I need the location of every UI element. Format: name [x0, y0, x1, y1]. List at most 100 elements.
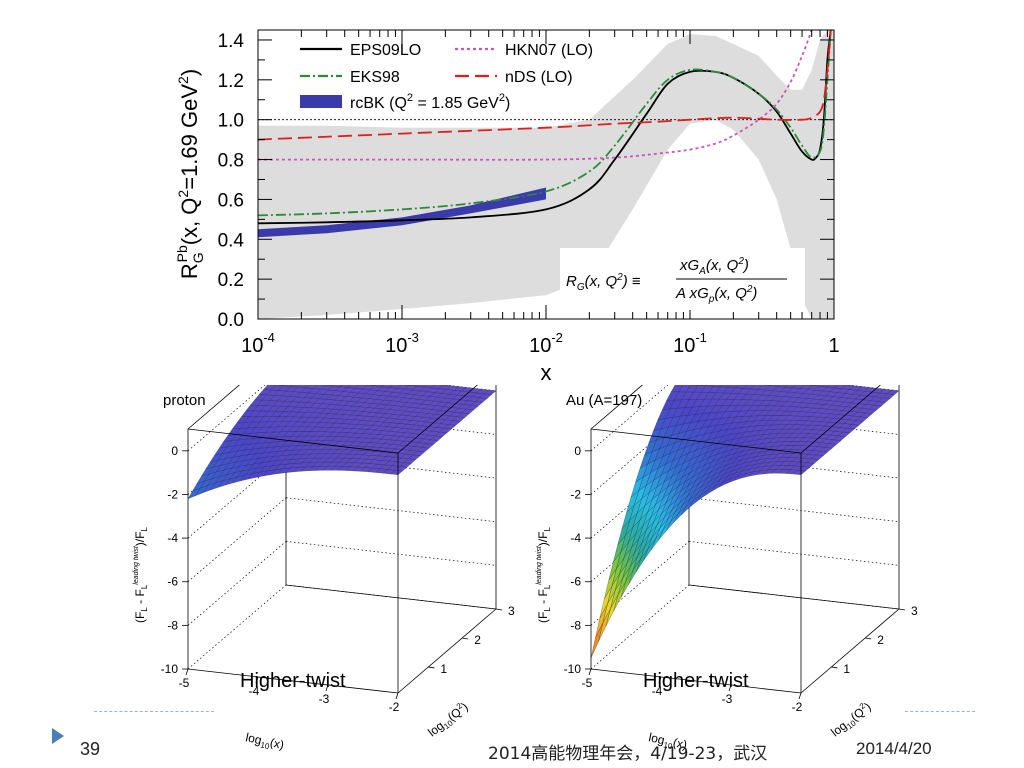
surface-cell [374, 385, 385, 387]
y-tick-label: 0.8 [218, 151, 244, 172]
legend-label: EPS09LO [350, 42, 421, 59]
grid-line [590, 410, 690, 495]
x-tick-label: 10-3 [385, 330, 419, 357]
surface-cell [811, 385, 822, 387]
uncertainty-band [258, 30, 834, 319]
overlay-label: Higher-twist [240, 670, 346, 692]
surface-cell [290, 385, 301, 388]
surface-cell [819, 385, 830, 388]
z-tick-label: -2 [570, 487, 581, 501]
z-axis-label: (FL - FLleading twist)/FL [133, 527, 149, 623]
y-tick [462, 637, 469, 640]
grid-line [590, 385, 669, 452]
legend-label: EKS98 [350, 69, 400, 86]
grid-line [590, 541, 690, 626]
y-axis-label: log10(Q2) [425, 699, 472, 741]
grid-line [688, 541, 900, 566]
grid-line [285, 541, 497, 566]
x-tick-label: 10-1 [673, 330, 707, 357]
z-tick-label: -6 [570, 575, 581, 589]
grid-line [285, 410, 497, 435]
surface-cell [408, 385, 419, 387]
y-tick-label: 3 [508, 604, 515, 618]
x-tick [588, 668, 592, 676]
z-tick-label: -2 [167, 487, 178, 501]
z-tick-label: -10 [564, 662, 582, 676]
x-tick-label: -5 [582, 676, 593, 690]
grid-line [187, 541, 287, 626]
x-tick-label: -2 [389, 700, 400, 714]
y-tick [831, 666, 838, 669]
series-nds-lo [258, 30, 832, 141]
surface-cell [347, 385, 359, 389]
surface-cell [590, 622, 604, 659]
y-tick-label: 1 [843, 662, 850, 676]
frame-edge [187, 385, 240, 430]
series-hkn07-lo [258, 30, 813, 161]
x-tick-label: -3 [319, 692, 330, 706]
surface-cell [742, 385, 755, 389]
z-tick-label: -8 [167, 618, 178, 632]
grid-line [285, 453, 497, 479]
x-tick-label: 1 [828, 335, 839, 357]
x-tick-label: 10-4 [241, 330, 275, 357]
slide-date: 2014/4/20 [856, 739, 932, 758]
y-tick-label: 2 [877, 633, 884, 647]
y-tick [865, 637, 872, 640]
footer-divider [94, 711, 214, 712]
surface-cell [423, 385, 436, 388]
page-number: 39 [80, 739, 101, 759]
x-tick-label: -4 [249, 684, 260, 698]
gluon-ratio-chart: 0.0 0.2 0.4 0.6 0.8 1.0 1.2 1.4 10-4 10-3 10-2 10-1… [174, 29, 840, 385]
legend-label: rcBK (Q2 = 1.85 GeV2) [350, 92, 510, 112]
grid-line [688, 453, 900, 479]
y-tick-label: 2 [474, 633, 481, 647]
grid-line [590, 584, 690, 670]
surface-cell [769, 385, 780, 387]
x-tick [395, 692, 399, 700]
grid-line [285, 584, 497, 610]
surface-cell [366, 385, 376, 386]
surface-cell [416, 385, 427, 388]
surface-cell [275, 385, 285, 386]
surface-cell [339, 385, 351, 388]
x-tick [658, 676, 662, 684]
y-tick-label: 1.2 [218, 71, 244, 92]
frame-edge [800, 385, 881, 454]
frame-edge [590, 428, 802, 454]
surface-cell [389, 385, 402, 389]
y-tick [495, 608, 503, 611]
frame-edge [285, 584, 497, 610]
grid-line [187, 497, 287, 582]
surface-cell [784, 385, 796, 388]
surface-cell [670, 385, 683, 392]
surface-cell [381, 385, 393, 388]
frame-edge [800, 608, 900, 694]
surface-cell [305, 385, 318, 389]
x-axis-label: x [541, 360, 552, 385]
y-tick-label: 0.6 [218, 190, 244, 211]
z-tick-label: -4 [167, 531, 178, 545]
grid-line [688, 410, 900, 435]
y-tick-label: 1.0 [218, 111, 244, 132]
series-rcbk [258, 187, 546, 238]
y-tick-label: 0.0 [218, 310, 244, 331]
plot-title: Au (A=197) [566, 392, 642, 409]
grid-line [187, 584, 287, 670]
next-slide-arrow-icon[interactable] [52, 728, 64, 744]
grid-line [187, 385, 266, 452]
y-axis-label: RGPb(x, Q2=1.69 GeV2) [174, 69, 206, 279]
surface-cell [792, 385, 805, 389]
formula-denominator: A xGp(x, Q2) [675, 284, 757, 305]
surface-cell [263, 385, 276, 390]
y-tick-label: 0.2 [218, 270, 244, 291]
x-tick-label: -3 [722, 692, 733, 706]
surface-cell [712, 385, 723, 387]
surface-cell [324, 385, 334, 386]
x-tick [325, 684, 329, 692]
surface-cell [826, 385, 839, 388]
plot-title: proton [163, 392, 206, 409]
surface-cell [705, 385, 715, 387]
y-axis-label: log10(Q2) [828, 699, 875, 741]
